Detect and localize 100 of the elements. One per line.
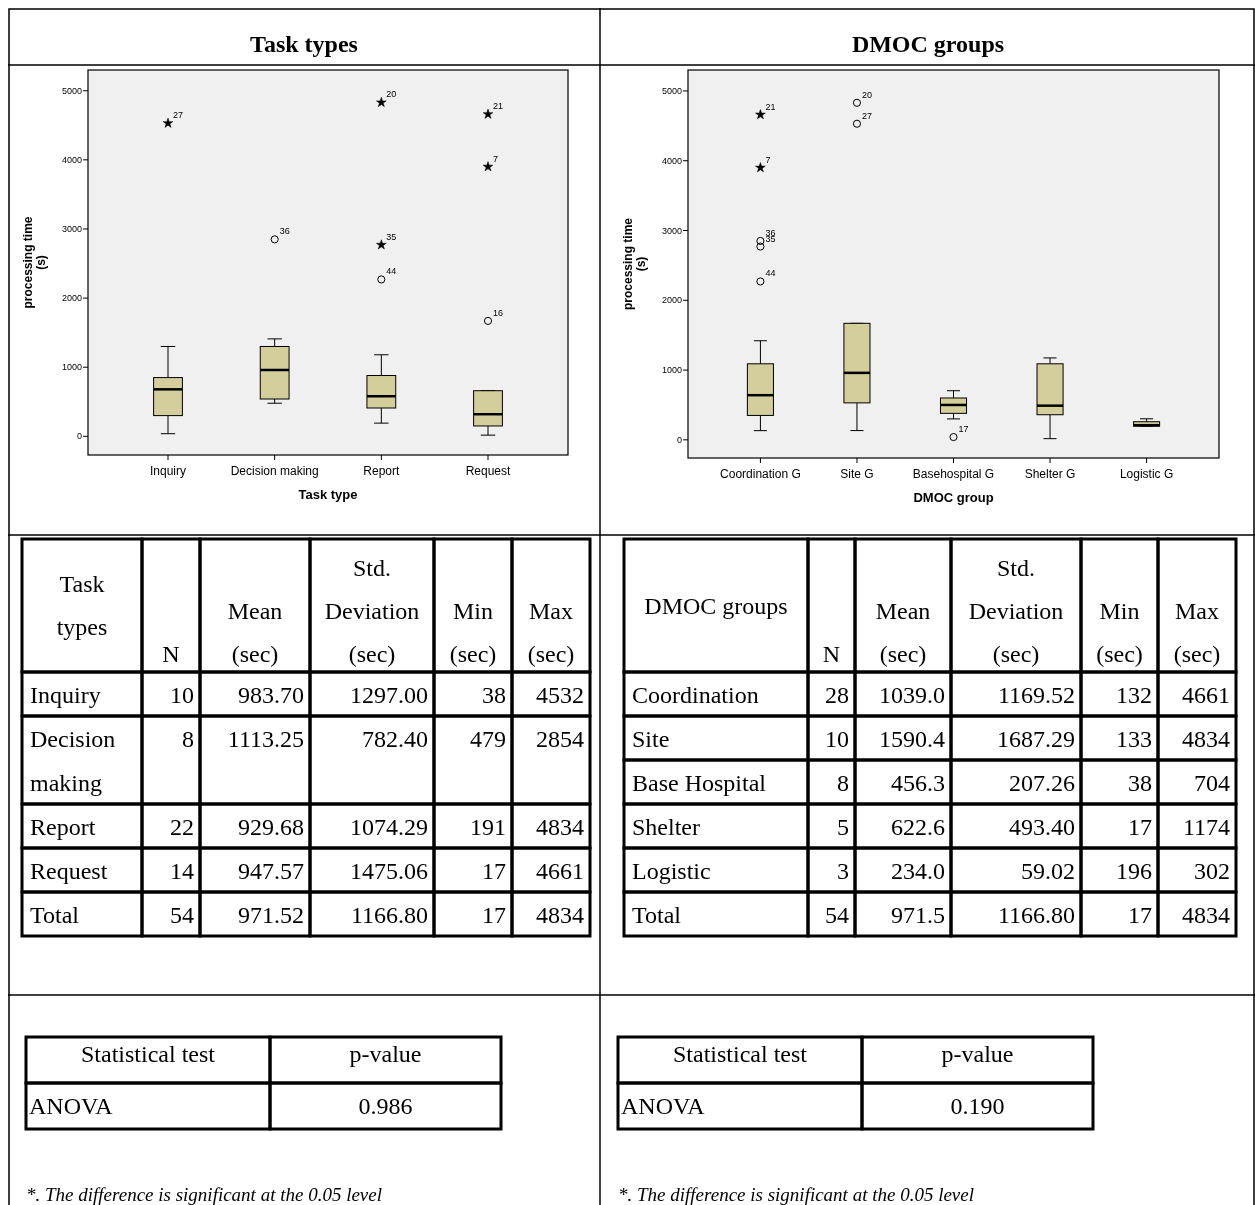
- text: *. The difference is significant at the 0.05 level: [26, 1184, 382, 1205]
- category-label: Site: [632, 726, 670, 752]
- y-tick-label: 0: [76, 431, 82, 442]
- chart-title: DMOC groups: [851, 31, 1005, 57]
- category-label: N: [822, 641, 841, 667]
- text: 59.02: [1021, 858, 1075, 884]
- x-tick-label: Site G: [840, 467, 874, 481]
- category-label: Min (sec): [1096, 598, 1143, 667]
- category-label: Coordination: [632, 682, 759, 708]
- category-label: p-value: [349, 1041, 422, 1067]
- text: 4661: [1182, 682, 1230, 708]
- text: 4834: [1182, 726, 1230, 752]
- category-label: Base Hospital: [632, 770, 766, 796]
- category-label: Min (sec): [449, 598, 497, 667]
- y-tick-label: 3000: [61, 223, 82, 234]
- y-axis-title: processing time (s): [621, 217, 648, 311]
- x-tick-label: Inquiry: [149, 464, 187, 478]
- x-tick-label: Basehospital G: [912, 467, 995, 481]
- x-axis-title: Task type: [298, 487, 358, 502]
- category-label: Std. Deviation (sec): [968, 555, 1064, 667]
- text: 10: [825, 726, 849, 752]
- x-tick-label: Decision making: [230, 464, 319, 478]
- text: 132: [1116, 682, 1152, 708]
- text: 17: [482, 902, 506, 928]
- category-label: Statistical test: [673, 1041, 807, 1067]
- text: 704: [1194, 770, 1230, 796]
- text: 4661: [536, 858, 584, 884]
- text: 983.70: [238, 682, 304, 708]
- category-label: Report: [30, 814, 96, 840]
- y-tick-label: 4000: [661, 155, 682, 166]
- y-tick-label: 5000: [661, 85, 682, 96]
- text: 8: [182, 726, 194, 752]
- text: 0.190: [950, 1093, 1005, 1119]
- category-label: N: [162, 641, 180, 667]
- category-label: Shelter: [632, 814, 700, 840]
- y-tick-label: 2000: [661, 295, 682, 306]
- category-label: ANOVA: [29, 1093, 113, 1119]
- x-axis-title: DMOC group: [913, 490, 994, 505]
- annotation: 21: [493, 101, 504, 112]
- annotation: 7: [493, 153, 499, 164]
- x-tick-label: Shelter G: [1024, 467, 1076, 481]
- text: 207.26: [1009, 770, 1075, 796]
- annotation: 21: [765, 101, 776, 112]
- text: 5: [837, 814, 849, 840]
- text: 17: [482, 858, 506, 884]
- category-label: Logistic: [632, 858, 711, 884]
- text: *. The difference is significant at the 0.05 level: [618, 1184, 974, 1205]
- annotation: 44: [765, 268, 776, 279]
- text: 1590.4: [879, 726, 945, 752]
- text: 54: [170, 902, 194, 928]
- text: 2854: [536, 726, 584, 752]
- text: 8: [837, 770, 849, 796]
- text: 4532: [536, 682, 584, 708]
- text: 971.5: [891, 902, 945, 928]
- annotation: 16: [493, 307, 504, 318]
- text: 14: [170, 858, 194, 884]
- category-label: Mean (sec): [227, 598, 283, 667]
- category-label: Total: [632, 902, 681, 928]
- text: 4834: [536, 902, 584, 928]
- text: 133: [1116, 726, 1152, 752]
- text: 302: [1194, 858, 1230, 884]
- y-tick-label: 5000: [61, 85, 82, 96]
- y-tick-label: 3000: [661, 225, 682, 236]
- category-label: Task types: [56, 571, 108, 640]
- text: 1166.80: [997, 902, 1075, 928]
- text: 17: [1128, 902, 1152, 928]
- category-label: Mean (sec): [875, 598, 931, 667]
- text: 1166.80: [350, 902, 428, 928]
- annotation: 36: [279, 226, 290, 237]
- y-tick-label: 4000: [61, 154, 82, 165]
- annotation: 20: [386, 89, 397, 100]
- text: 196: [1116, 858, 1152, 884]
- text: 947.57: [238, 858, 304, 884]
- category-label: DMOC groups: [644, 592, 788, 619]
- text: 1174: [1182, 814, 1230, 840]
- text: 1687.29: [997, 726, 1075, 752]
- category-label: Inquiry: [30, 682, 101, 708]
- text: 0.986: [358, 1093, 413, 1119]
- text: 54: [825, 902, 849, 928]
- y-tick-label: 1000: [61, 362, 82, 373]
- text: 38: [1128, 770, 1152, 796]
- text: 493.40: [1009, 814, 1075, 840]
- x-tick-label: Request: [465, 464, 512, 478]
- y-tick-label: 2000: [61, 293, 82, 304]
- category-label: p-value: [941, 1041, 1014, 1067]
- y-tick-label: 0: [676, 434, 682, 445]
- y-axis-title: processing time (s): [21, 216, 48, 309]
- text: 1475.06: [350, 858, 428, 884]
- category-label: Statistical test: [81, 1041, 215, 1067]
- annotation: 35: [386, 231, 397, 242]
- text: 929.68: [238, 814, 304, 840]
- annotation: 44: [386, 266, 397, 277]
- text: 28: [825, 682, 849, 708]
- category-label: Total: [30, 902, 79, 928]
- annotation: 7: [765, 154, 771, 165]
- chart-title: Task types: [250, 31, 358, 57]
- text: 1297.00: [350, 682, 428, 708]
- text: 38: [482, 682, 506, 708]
- text: 479: [470, 726, 506, 752]
- text: 1039.0: [879, 682, 945, 708]
